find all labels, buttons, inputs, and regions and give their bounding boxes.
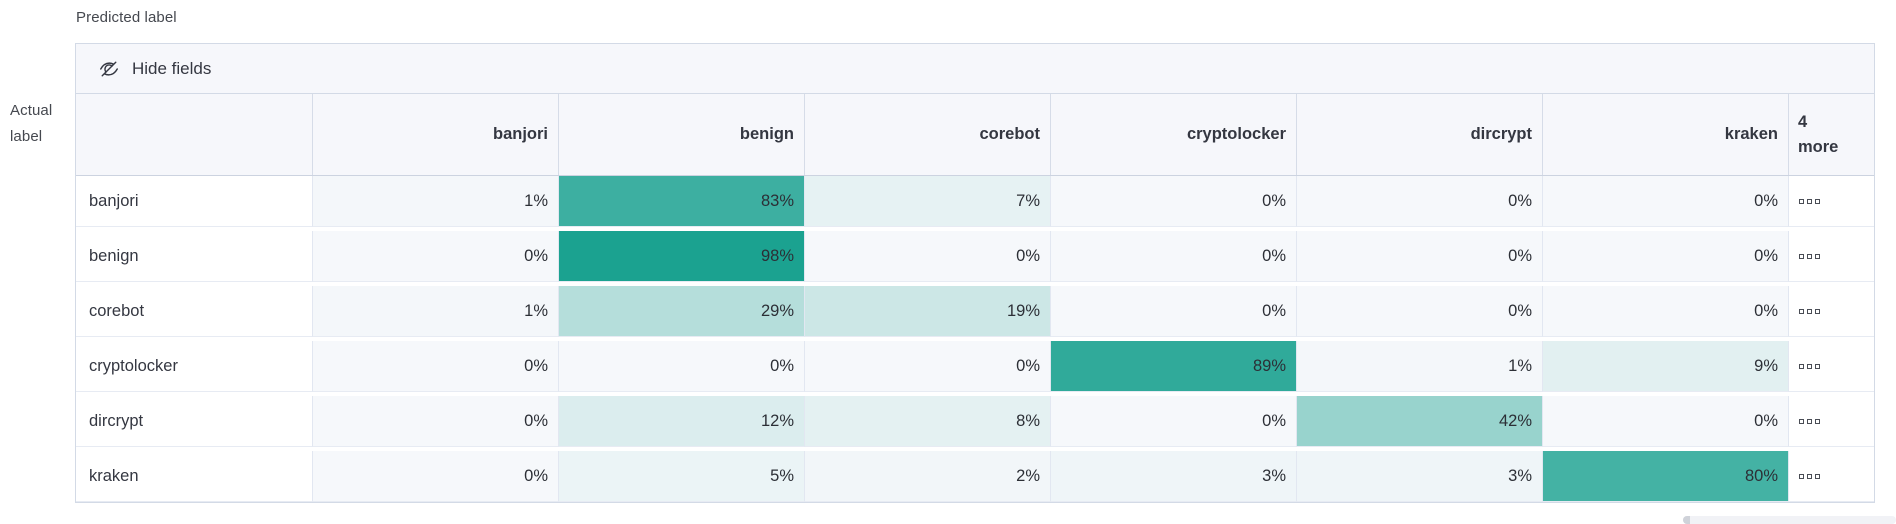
predicted-label-axis-title: Predicted label xyxy=(76,9,177,26)
cell-cryptolocker-benign[interactable]: 0% xyxy=(559,341,805,392)
row-more-cell-dircrypt xyxy=(1789,396,1874,447)
confusion-matrix-grid: Hide fields banjori benign corebot cryptolo… xyxy=(75,43,1875,503)
matrix-row-benign: benign 0% 98% 0% 0% 0% 0% xyxy=(76,231,1874,282)
cell-benign-corebot[interactable]: 0% xyxy=(805,231,1051,282)
matrix-row-banjori: banjori 1% 83% 7% 0% 0% 0% xyxy=(76,176,1874,227)
row-label-benign: benign xyxy=(76,231,313,282)
cell-cryptolocker-cryptolocker[interactable]: 89% xyxy=(1051,341,1297,392)
matrix-row-cryptolocker: cryptolocker 0% 0% 0% 89% 1% 9% xyxy=(76,341,1874,392)
cell-banjori-cryptolocker[interactable]: 0% xyxy=(1051,176,1297,227)
cell-dircrypt-dircrypt[interactable]: 42% xyxy=(1297,396,1543,447)
cell-banjori-dircrypt[interactable]: 0% xyxy=(1297,176,1543,227)
matrix-rows: banjori 1% 83% 7% 0% 0% 0% benign 0% 98% 0% 0% 0% 0% c… xyxy=(76,176,1874,502)
actual-label-axis-title: Actual label xyxy=(10,102,53,145)
matrix-row-corebot: corebot 1% 29% 19% 0% 0% 0% xyxy=(76,286,1874,337)
cell-corebot-banjori[interactable]: 1% xyxy=(313,286,559,337)
hide-fields-label: Hide fields xyxy=(132,58,212,78)
cell-kraken-kraken[interactable]: 80% xyxy=(1543,451,1789,502)
row-more-cell-cryptolocker xyxy=(1789,341,1874,392)
cell-benign-cryptolocker[interactable]: 0% xyxy=(1051,231,1297,282)
matrix-row-dircrypt: dircrypt 0% 12% 8% 0% 42% 0% xyxy=(76,396,1874,447)
more-columns-count: 4 xyxy=(1798,112,1808,131)
boxes-horizontal-icon[interactable] xyxy=(1799,198,1820,204)
cell-benign-benign[interactable]: 98% xyxy=(559,231,805,282)
row-more-cell-corebot xyxy=(1789,286,1874,337)
cell-kraken-benign[interactable]: 5% xyxy=(559,451,805,502)
boxes-horizontal-icon[interactable] xyxy=(1799,363,1820,369)
eye-slash-icon xyxy=(100,61,118,76)
cell-corebot-kraken[interactable]: 0% xyxy=(1543,286,1789,337)
cell-corebot-dircrypt[interactable]: 0% xyxy=(1297,286,1543,337)
row-label-kraken: kraken xyxy=(76,451,313,502)
row-label-cryptolocker: cryptolocker xyxy=(76,341,313,392)
cell-dircrypt-corebot[interactable]: 8% xyxy=(805,396,1051,447)
boxes-horizontal-icon[interactable] xyxy=(1799,253,1820,259)
cell-kraken-cryptolocker[interactable]: 3% xyxy=(1051,451,1297,502)
column-header-banjori[interactable]: banjori xyxy=(313,94,559,175)
horizontal-scrollbar[interactable] xyxy=(1683,516,1896,524)
row-more-cell-banjori xyxy=(1789,176,1874,227)
cell-benign-kraken[interactable]: 0% xyxy=(1543,231,1789,282)
corner-header-cell xyxy=(76,94,313,175)
boxes-horizontal-icon[interactable] xyxy=(1799,308,1820,314)
more-columns-header[interactable]: 4 more xyxy=(1789,94,1874,175)
cell-cryptolocker-dircrypt[interactable]: 1% xyxy=(1297,341,1543,392)
row-label-banjori: banjori xyxy=(76,176,313,227)
cell-kraken-dircrypt[interactable]: 3% xyxy=(1297,451,1543,502)
row-more-cell-kraken xyxy=(1789,451,1874,502)
cell-banjori-corebot[interactable]: 7% xyxy=(805,176,1051,227)
row-label-corebot: corebot xyxy=(76,286,313,337)
boxes-horizontal-icon[interactable] xyxy=(1799,473,1820,479)
cell-dircrypt-banjori[interactable]: 0% xyxy=(313,396,559,447)
more-columns-label: more xyxy=(1798,137,1839,156)
matrix-row-kraken: kraken 0% 5% 2% 3% 3% 80% xyxy=(76,451,1874,502)
cell-banjori-banjori[interactable]: 1% xyxy=(313,176,559,227)
cell-corebot-corebot[interactable]: 19% xyxy=(805,286,1051,337)
row-label-dircrypt: dircrypt xyxy=(76,396,313,447)
cell-dircrypt-kraken[interactable]: 0% xyxy=(1543,396,1789,447)
column-header-dircrypt[interactable]: dircrypt xyxy=(1297,94,1543,175)
cell-banjori-kraken[interactable]: 0% xyxy=(1543,176,1789,227)
boxes-horizontal-icon[interactable] xyxy=(1799,418,1820,424)
cell-dircrypt-cryptolocker[interactable]: 0% xyxy=(1051,396,1297,447)
cell-corebot-benign[interactable]: 29% xyxy=(559,286,805,337)
cell-dircrypt-benign[interactable]: 12% xyxy=(559,396,805,447)
cell-benign-banjori[interactable]: 0% xyxy=(313,231,559,282)
column-header-kraken[interactable]: kraken xyxy=(1543,94,1789,175)
cell-banjori-benign[interactable]: 83% xyxy=(559,176,805,227)
cell-corebot-cryptolocker[interactable]: 0% xyxy=(1051,286,1297,337)
cell-cryptolocker-kraken[interactable]: 9% xyxy=(1543,341,1789,392)
column-header-benign[interactable]: benign xyxy=(559,94,805,175)
column-header-cryptolocker[interactable]: cryptolocker xyxy=(1051,94,1297,175)
row-more-cell-benign xyxy=(1789,231,1874,282)
cell-kraken-corebot[interactable]: 2% xyxy=(805,451,1051,502)
hide-fields-button[interactable]: Hide fields xyxy=(76,44,1874,94)
cell-cryptolocker-banjori[interactable]: 0% xyxy=(313,341,559,392)
cell-kraken-banjori[interactable]: 0% xyxy=(313,451,559,502)
scrollbar-thumb[interactable] xyxy=(1683,516,1690,524)
column-header-corebot[interactable]: corebot xyxy=(805,94,1051,175)
cell-cryptolocker-corebot[interactable]: 0% xyxy=(805,341,1051,392)
cell-benign-dircrypt[interactable]: 0% xyxy=(1297,231,1543,282)
column-header-row: banjori benign corebot cryptolocker dircrypt… xyxy=(76,94,1874,176)
